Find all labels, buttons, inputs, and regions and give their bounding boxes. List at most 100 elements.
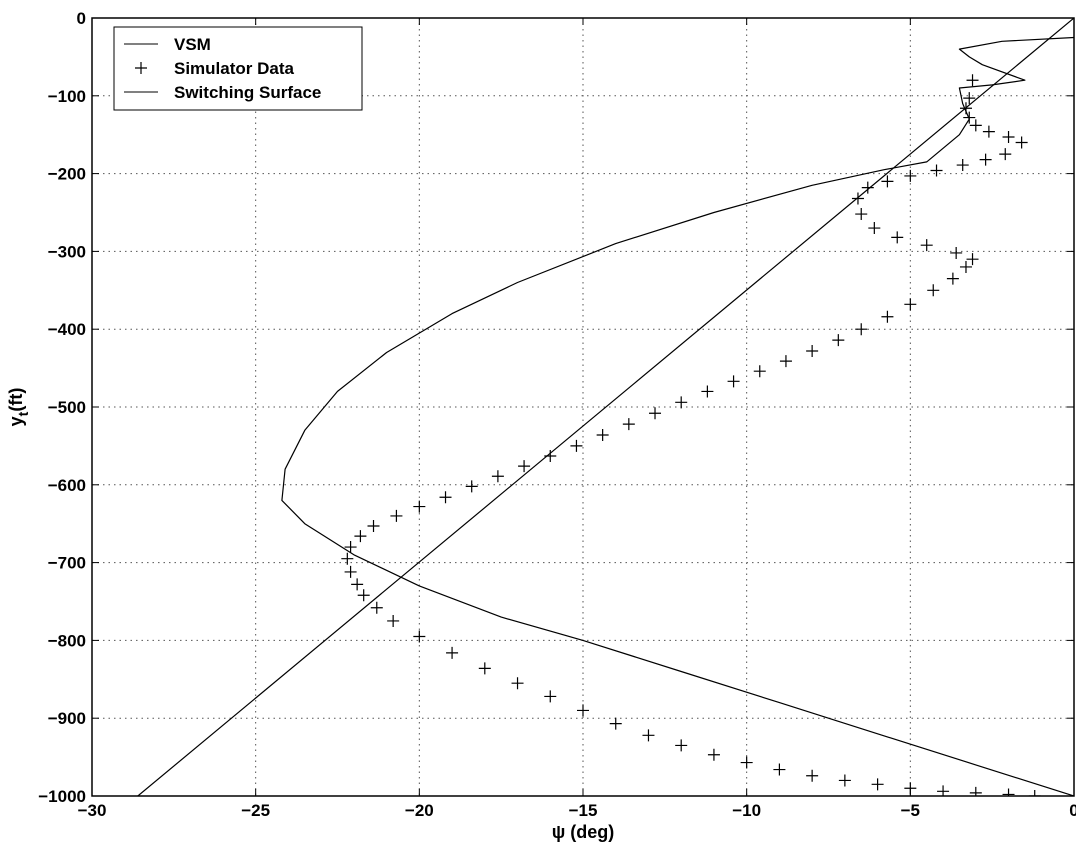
- data-point-simulator-data: [838, 774, 851, 787]
- data-point-simulator-data: [959, 260, 972, 273]
- y-tick-label: −200: [48, 165, 86, 184]
- data-point-simulator-data: [1028, 790, 1041, 796]
- data-point-simulator-data: [871, 778, 884, 791]
- y-tick-label: −700: [48, 554, 86, 573]
- y-axis-label: yt(ft): [6, 388, 31, 427]
- data-point-simulator-data: [881, 310, 894, 323]
- data-point-simulator-data: [1002, 131, 1015, 144]
- y-tick-label: 0: [77, 9, 86, 28]
- data-point-simulator-data: [341, 552, 354, 565]
- y-tick-label: −900: [48, 709, 86, 728]
- data-point-simulator-data: [966, 74, 979, 87]
- data-point-simulator-data: [367, 520, 380, 533]
- grid: [92, 18, 1074, 796]
- data-point-simulator-data: [544, 690, 557, 703]
- x-tick-label: −10: [732, 801, 761, 820]
- legend-label-simulator-data: Simulator Data: [174, 59, 295, 78]
- data-point-simulator-data: [351, 578, 364, 591]
- data-point-simulator-data: [357, 589, 370, 602]
- data-point-simulator-data: [881, 175, 894, 188]
- x-tick-label: −25: [241, 801, 270, 820]
- x-tick-label: −30: [78, 801, 107, 820]
- data-point-simulator-data: [511, 677, 524, 690]
- data-point-simulator-data: [518, 460, 531, 473]
- data-point-simulator-data: [701, 385, 714, 398]
- x-tick-label: 0: [1069, 801, 1076, 820]
- y-tick-label: −500: [48, 398, 86, 417]
- data-point-simulator-data: [773, 763, 786, 776]
- legend-label-vsm: VSM: [174, 35, 211, 54]
- data-point-simulator-data: [832, 334, 845, 347]
- y-tick-label: −100: [48, 87, 86, 106]
- data-point-simulator-data: [999, 148, 1012, 161]
- data-point-simulator-data: [570, 439, 583, 452]
- data-point-simulator-data: [946, 272, 959, 285]
- data-point-simulator-data: [727, 375, 740, 388]
- data-point-simulator-data: [982, 125, 995, 138]
- data-point-simulator-data: [354, 530, 367, 543]
- data-point-simulator-data: [446, 646, 459, 659]
- data-point-simulator-data: [979, 153, 992, 166]
- x-tick-label: −5: [901, 801, 920, 820]
- data-point-simulator-data: [868, 222, 881, 235]
- series-line-switching-surface: [137, 18, 1074, 796]
- data-point-simulator-data: [344, 565, 357, 578]
- data-point-simulator-data: [891, 231, 904, 244]
- data-point-simulator-data: [609, 717, 622, 730]
- data-point-simulator-data: [387, 614, 400, 627]
- data-point-simulator-data: [969, 119, 982, 132]
- data-point-simulator-data: [740, 756, 753, 769]
- x-tick-label: −15: [569, 801, 598, 820]
- data-point-simulator-data: [622, 418, 635, 431]
- y-tick-label: −300: [48, 242, 86, 261]
- data-point-simulator-data: [577, 704, 589, 717]
- data-point-simulator-data: [753, 365, 766, 378]
- x-axis-label: ψ (deg): [552, 822, 615, 842]
- x-tick-label: −20: [405, 801, 434, 820]
- data-point-simulator-data: [707, 748, 720, 761]
- data-point-simulator-data: [806, 769, 819, 782]
- data-point-simulator-data: [478, 662, 491, 675]
- data-point-simulator-data: [950, 246, 963, 259]
- data-point-simulator-data: [927, 284, 940, 297]
- y-axis-label-main: y: [6, 416, 26, 426]
- data-point-simulator-data: [930, 164, 943, 177]
- data-point-simulator-data: [675, 739, 688, 752]
- y-axis-label-unit: (ft): [6, 388, 26, 412]
- data-point-simulator-data: [956, 159, 969, 172]
- legend-box: [113, 26, 363, 111]
- y-tick-label: −400: [48, 320, 86, 339]
- data-point-simulator-data: [413, 500, 426, 513]
- data-point-simulator-data: [904, 169, 917, 182]
- data-point-simulator-data: [1002, 788, 1015, 796]
- data-point-simulator-data: [963, 92, 976, 105]
- series-points-simulator-data: [341, 74, 1041, 796]
- series-line-vsm: [281, 36, 1074, 796]
- legend: VSM Simulator Data Switching Surface: [113, 26, 363, 111]
- data-point-simulator-data: [966, 253, 979, 266]
- data-point-simulator-data: [779, 355, 792, 368]
- y-tick-label: −800: [48, 631, 86, 650]
- data-point-simulator-data: [344, 541, 357, 554]
- legend-plus-marker: [135, 62, 147, 74]
- data-point-simulator-data: [969, 786, 982, 796]
- legend-label-switching-surface: Switching Surface: [174, 83, 321, 102]
- data-point-simulator-data: [465, 480, 478, 493]
- data-point-simulator-data: [675, 396, 688, 409]
- data-point-simulator-data: [855, 323, 868, 336]
- data-point-simulator-data: [920, 239, 933, 252]
- series-layer: [137, 18, 1074, 796]
- y-axis-label-sub: t: [15, 411, 31, 416]
- tick-labels: −30 −25 −20 −15 −10 −5 00−100−200−300−400−500−…: [38, 9, 1076, 820]
- data-point-simulator-data: [642, 729, 655, 742]
- data-point-simulator-data: [963, 111, 976, 124]
- data-point-simulator-data: [439, 491, 452, 504]
- svg-text:yt(ft): yt(ft): [6, 388, 31, 427]
- data-point-simulator-data: [806, 344, 819, 357]
- data-point-simulator-data: [491, 470, 504, 483]
- data-point-simulator-data: [370, 601, 383, 614]
- y-tick-label: −600: [48, 476, 86, 495]
- data-point-simulator-data: [1015, 136, 1028, 149]
- data-point-simulator-data: [861, 181, 874, 194]
